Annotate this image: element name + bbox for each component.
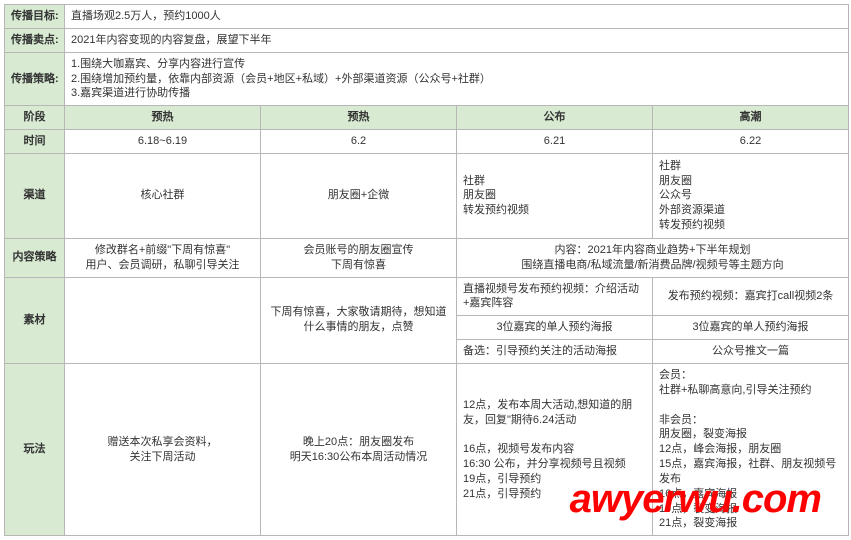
time-col-1: 6.18~6.19 (65, 130, 261, 154)
content-col-1: 修改群名+前缀"下周有惊喜"用户、会员调研，私聊引导关注 (65, 238, 261, 277)
label-selling: 传播卖点: (5, 28, 65, 52)
time-col-3: 6.21 (457, 130, 653, 154)
material-r3c4: 公众号推文一篇 (653, 340, 849, 364)
channel-col-1: 核心社群 (65, 153, 261, 238)
play-col-1: 赠送本次私享会资料，关注下周活动 (65, 363, 261, 535)
time-col-2: 6.2 (261, 130, 457, 154)
time-col-4: 6.22 (653, 130, 849, 154)
value-strategy: 1.围绕大咖嘉宾、分享内容进行宣传2.围绕增加预约量，依靠内部资源（会员+地区+… (65, 52, 849, 106)
material-col-1 (65, 277, 261, 363)
label-channel: 渠道 (5, 153, 65, 238)
label-strategy: 传播策略: (5, 52, 65, 106)
stage-col-4: 高潮 (653, 106, 849, 130)
play-col-2: 晚上20点：朋友圈发布明天16:30公布本周活动情况 (261, 363, 457, 535)
content-col-2: 会员账号的朋友圈宣传下周有惊喜 (261, 238, 457, 277)
row-content: 内容策略 修改群名+前缀"下周有惊喜"用户、会员调研，私聊引导关注 会员账号的朋… (5, 238, 849, 277)
play-col-3: 12点，发布本周大活动,想知道的朋友，回复"期待6.24活动16点，视频号发布内… (457, 363, 653, 535)
label-goal: 传播目标: (5, 5, 65, 29)
label-content: 内容策略 (5, 238, 65, 277)
material-r3c3: 备选：引导预约关注的活动海报 (457, 340, 653, 364)
channel-col-3: 社群朋友圈转发预约视频 (457, 153, 653, 238)
row-stage: 阶段 预热 预热 公布 高潮 (5, 106, 849, 130)
label-time: 时间 (5, 130, 65, 154)
stage-col-3: 公布 (457, 106, 653, 130)
row-strategy: 传播策略: 1.围绕大咖嘉宾、分享内容进行宣传2.围绕增加预约量，依靠内部资源（… (5, 52, 849, 106)
row-material-1: 素材 下周有惊喜，大家敬请期待，想知道什么事情的朋友，点赞 直播视频号发布预约视… (5, 277, 849, 316)
plan-table: 传播目标: 直播场观2.5万人，预约1000人 传播卖点: 2021年内容变现的… (4, 4, 849, 536)
channel-col-4: 社群朋友圈公众号外部资源渠道转发预约视频 (653, 153, 849, 238)
row-channel: 渠道 核心社群 朋友圈+企微 社群朋友圈转发预约视频 社群朋友圈公众号外部资源渠… (5, 153, 849, 238)
value-goal: 直播场观2.5万人，预约1000人 (65, 5, 849, 29)
row-time: 时间 6.18~6.19 6.2 6.21 6.22 (5, 130, 849, 154)
label-play: 玩法 (5, 363, 65, 535)
stage-col-1: 预热 (65, 106, 261, 130)
row-selling: 传播卖点: 2021年内容变现的内容复盘，展望下半年 (5, 28, 849, 52)
material-col-2: 下周有惊喜，大家敬请期待，想知道什么事情的朋友，点赞 (261, 277, 457, 363)
material-r1c3: 直播视频号发布预约视频：介绍活动+嘉宾阵容 (457, 277, 653, 316)
content-col-34: 内容：2021年内容商业趋势+下半年规划围绕直播电商/私域流量/新消费品牌/视频… (457, 238, 849, 277)
label-stage: 阶段 (5, 106, 65, 130)
play-col-4: 会员：社群+私聊高意向,引导关注预约非会员：朋友圈，裂变海报12点，峰会海报，朋… (653, 363, 849, 535)
value-selling: 2021年内容变现的内容复盘，展望下半年 (65, 28, 849, 52)
material-r1c4: 发布预约视频：嘉宾打call视频2条 (653, 277, 849, 316)
material-r2c4: 3位嘉宾的单人预约海报 (653, 316, 849, 340)
label-material: 素材 (5, 277, 65, 363)
stage-col-2: 预热 (261, 106, 457, 130)
material-r2c3: 3位嘉宾的单人预约海报 (457, 316, 653, 340)
row-play: 玩法 赠送本次私享会资料，关注下周活动 晚上20点：朋友圈发布明天16:30公布… (5, 363, 849, 535)
channel-col-2: 朋友圈+企微 (261, 153, 457, 238)
row-goal: 传播目标: 直播场观2.5万人，预约1000人 (5, 5, 849, 29)
